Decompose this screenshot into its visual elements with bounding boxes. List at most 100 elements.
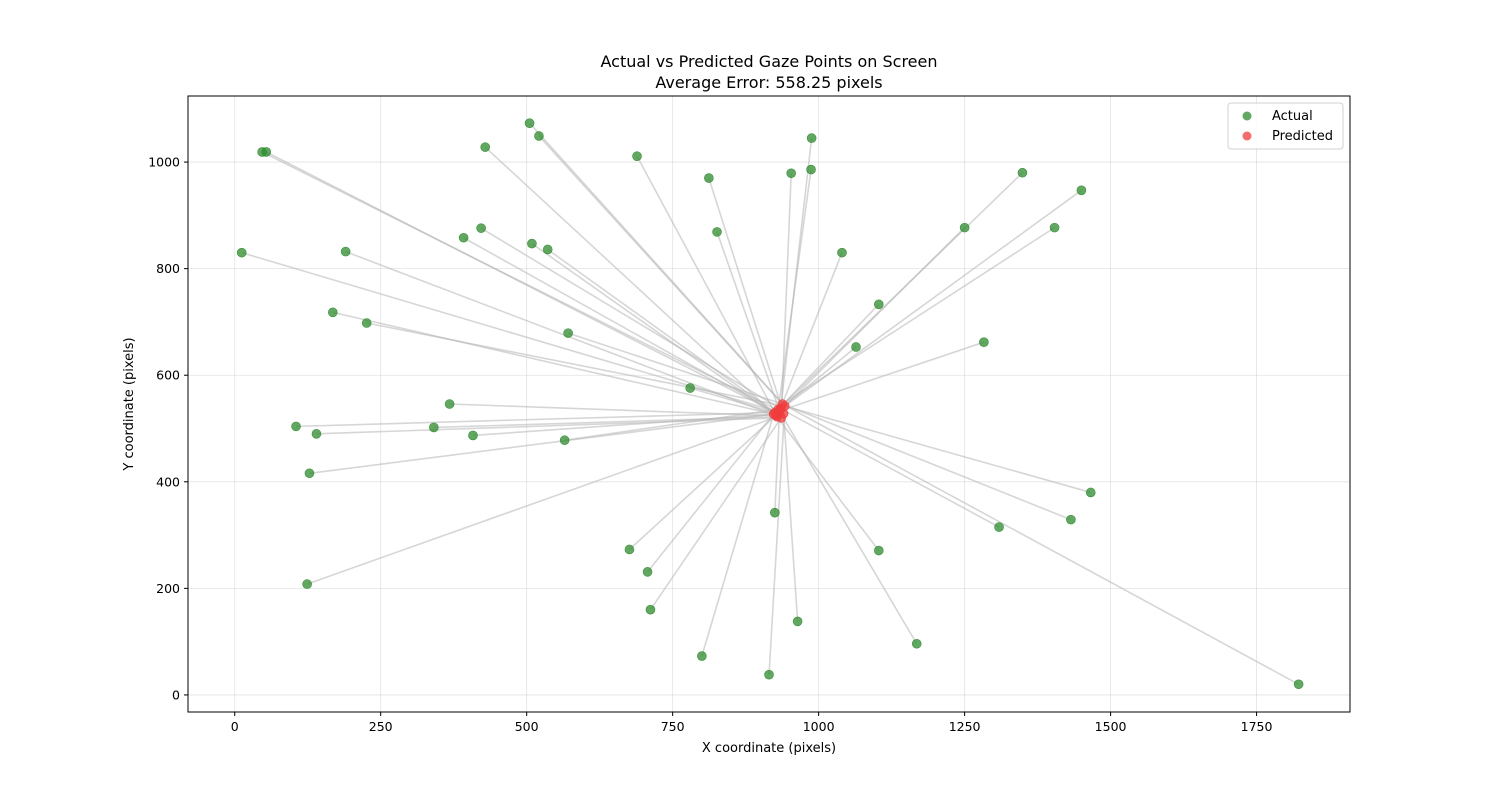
x-tick-label: 750: [661, 719, 685, 734]
actual-point: [697, 651, 707, 661]
actual-point: [429, 422, 439, 433]
error-line: [779, 341, 985, 412]
actual-point: [1076, 185, 1087, 196]
actual-point: [328, 307, 338, 318]
actual-point: [994, 522, 1004, 532]
error-line: [480, 227, 782, 410]
x-tick-label: 500: [515, 719, 539, 734]
x-tick-label: 1500: [1095, 719, 1127, 734]
error-line: [708, 177, 785, 414]
error-line: [628, 413, 779, 551]
error-line: [472, 412, 784, 437]
actual-point: [959, 222, 970, 233]
actual-point: [1017, 167, 1028, 178]
actual-point: [480, 142, 491, 152]
x-axis-label: X coordinate (pixels): [702, 741, 836, 756]
y-tick-label: 0: [172, 687, 180, 702]
actual-series: [236, 118, 1304, 690]
error-line: [777, 303, 880, 410]
actual-point: [261, 147, 272, 157]
error-line: [306, 416, 778, 585]
legend: Actual Predicted: [1227, 102, 1344, 150]
error-line: [689, 387, 778, 415]
actual-point: [685, 383, 695, 393]
predicted-series: [768, 399, 790, 423]
actual-point: [563, 328, 573, 338]
plot-frame: [187, 95, 1351, 713]
actual-point: [873, 299, 884, 310]
chart-subtitle: Average Error: 558.25 pixels: [655, 73, 882, 92]
grid: [188, 96, 1350, 712]
actual-point: [873, 545, 884, 556]
error-line: [780, 408, 1000, 528]
error-line: [782, 403, 1299, 685]
actual-point: [786, 168, 796, 179]
y-tick-label: 600: [156, 368, 180, 383]
actual-point: [476, 223, 486, 233]
actual-point: [1049, 222, 1060, 233]
y-tick-label: 1000: [148, 155, 180, 170]
legend-label-actual: Actual: [1272, 109, 1313, 124]
actual-point: [624, 544, 635, 555]
y-tick-label: 200: [156, 581, 180, 596]
actual-point: [851, 342, 861, 352]
actual-point: [837, 247, 847, 258]
error-line: [538, 135, 784, 405]
actual-point: [704, 173, 714, 183]
error-line: [332, 311, 774, 415]
actual-point: [806, 164, 816, 175]
actual-point: [764, 669, 774, 680]
actual-point: [642, 567, 653, 577]
error-line: [646, 412, 776, 573]
actual-point: [979, 337, 989, 347]
actual-point: [524, 118, 535, 128]
x-tick-label: 0: [231, 719, 239, 734]
actual-point: [311, 429, 322, 439]
error-line: [567, 332, 783, 405]
actual-point: [340, 246, 351, 257]
actual-point: [712, 227, 722, 237]
error-line: [776, 252, 843, 418]
actual-point: [1293, 679, 1304, 690]
error-line: [463, 237, 779, 415]
error-line: [780, 173, 792, 418]
error-line: [265, 151, 779, 415]
predicted-point: [768, 409, 779, 419]
error-line: [782, 403, 1072, 521]
error-line: [784, 227, 966, 407]
actual-point: [527, 238, 537, 249]
legend-box: [1227, 102, 1344, 150]
actual-point: [559, 435, 570, 446]
x-tick-label: 1250: [949, 719, 981, 734]
actual-point: [468, 430, 478, 441]
actual-point: [444, 399, 455, 409]
actual-point: [1066, 514, 1076, 525]
legend-marker-predicted: [1242, 131, 1252, 141]
error-line: [296, 411, 775, 428]
error-line: [345, 250, 782, 419]
actual-point: [534, 131, 544, 141]
actual-point: [770, 507, 780, 518]
actual-point: [236, 247, 247, 258]
y-tick-label: 400: [156, 474, 180, 489]
actual-point: [792, 616, 803, 627]
actual-point: [645, 604, 656, 615]
actual-point: [542, 244, 553, 255]
error-line: [780, 346, 857, 410]
error-line: [782, 413, 799, 622]
actual-point: [632, 151, 642, 162]
error-line: [784, 405, 1091, 494]
chart-title: Actual vs Predicted Gaze Points on Scree…: [601, 52, 938, 71]
error-line: [649, 417, 782, 611]
x-tick-label: 1750: [1241, 719, 1273, 734]
actual-point: [302, 579, 312, 589]
x-tick-label: 250: [369, 719, 393, 734]
error-line: [366, 322, 785, 407]
actual-point: [806, 133, 817, 143]
error-line: [716, 231, 781, 412]
y-tick-label: 800: [156, 261, 180, 276]
error-line: [781, 226, 1055, 405]
actual-point: [361, 318, 372, 328]
error-line: [775, 415, 880, 552]
